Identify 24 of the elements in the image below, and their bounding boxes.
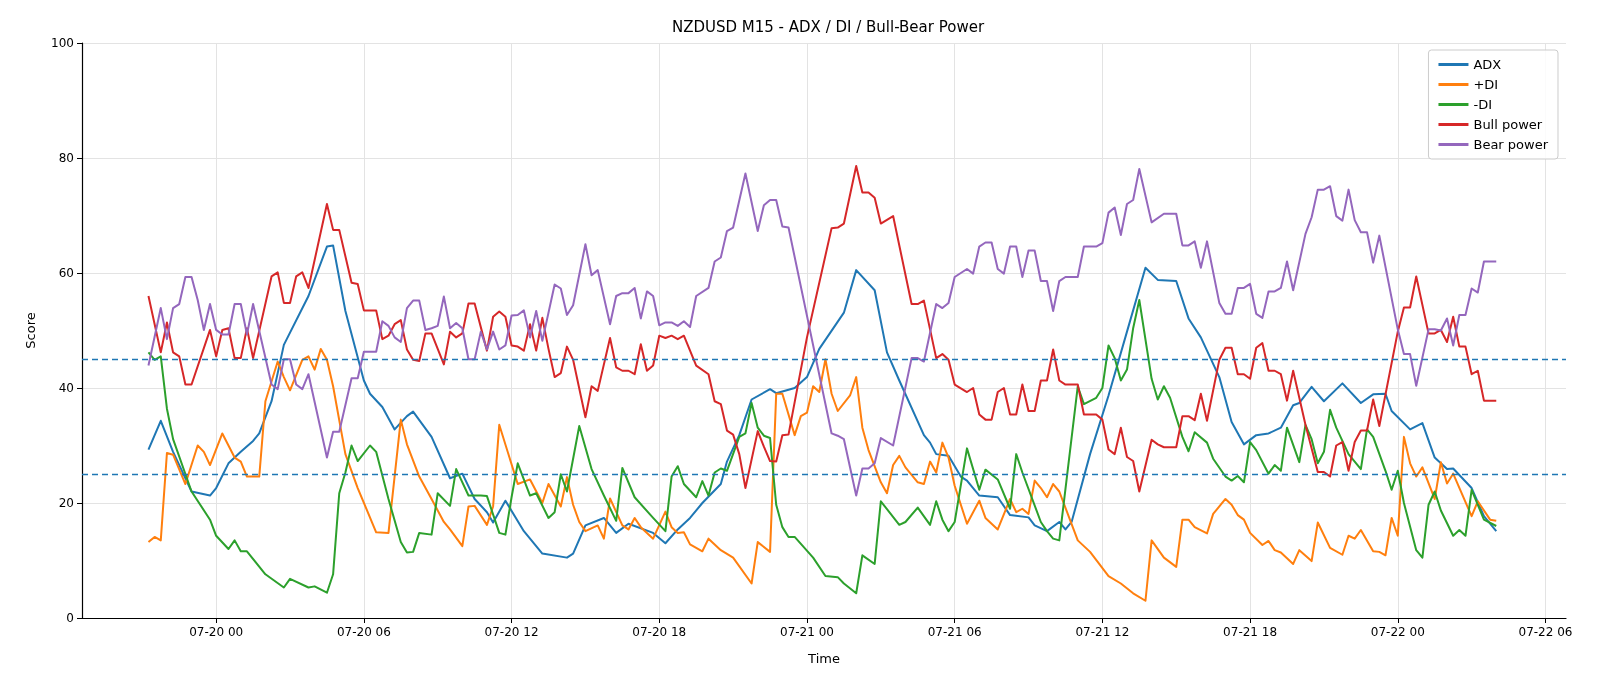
x-tick-label: 07-21 06 <box>927 625 982 639</box>
y-tick-label: 40 <box>58 381 74 395</box>
x-tick-label: 07-22 06 <box>1518 625 1573 639</box>
y-tick-label: 100 <box>51 36 74 50</box>
x-tick-label: 07-20 12 <box>484 625 539 639</box>
y-tick-label: 80 <box>58 151 74 165</box>
y-tick-label: 20 <box>58 496 74 510</box>
legend-label: -DI <box>1473 97 1493 112</box>
y-tick-label: 60 <box>58 266 74 280</box>
y-axis-title: Score <box>23 312 38 349</box>
legend-label: Bull power <box>1473 117 1543 132</box>
x-tick-label: 07-21 18 <box>1223 625 1278 639</box>
x-tick-label: 07-20 00 <box>189 625 244 639</box>
x-axis-title: Time <box>807 651 840 666</box>
x-tick-label: 07-20 06 <box>336 625 391 639</box>
x-tick-label: 07-22 00 <box>1370 625 1425 639</box>
y-tick-label: 0 <box>66 611 74 625</box>
chart-title: NZDUSD M15 - ADX / DI / Bull-Bear Power <box>671 17 985 36</box>
x-tick-label: 07-20 18 <box>632 625 687 639</box>
legend-label: ADX <box>1473 57 1502 72</box>
x-tick-label: 07-21 12 <box>1075 625 1130 639</box>
x-tick-label: 07-21 00 <box>780 625 834 639</box>
legend-label: Bear power <box>1473 137 1549 152</box>
legend-label: +DI <box>1473 77 1499 92</box>
